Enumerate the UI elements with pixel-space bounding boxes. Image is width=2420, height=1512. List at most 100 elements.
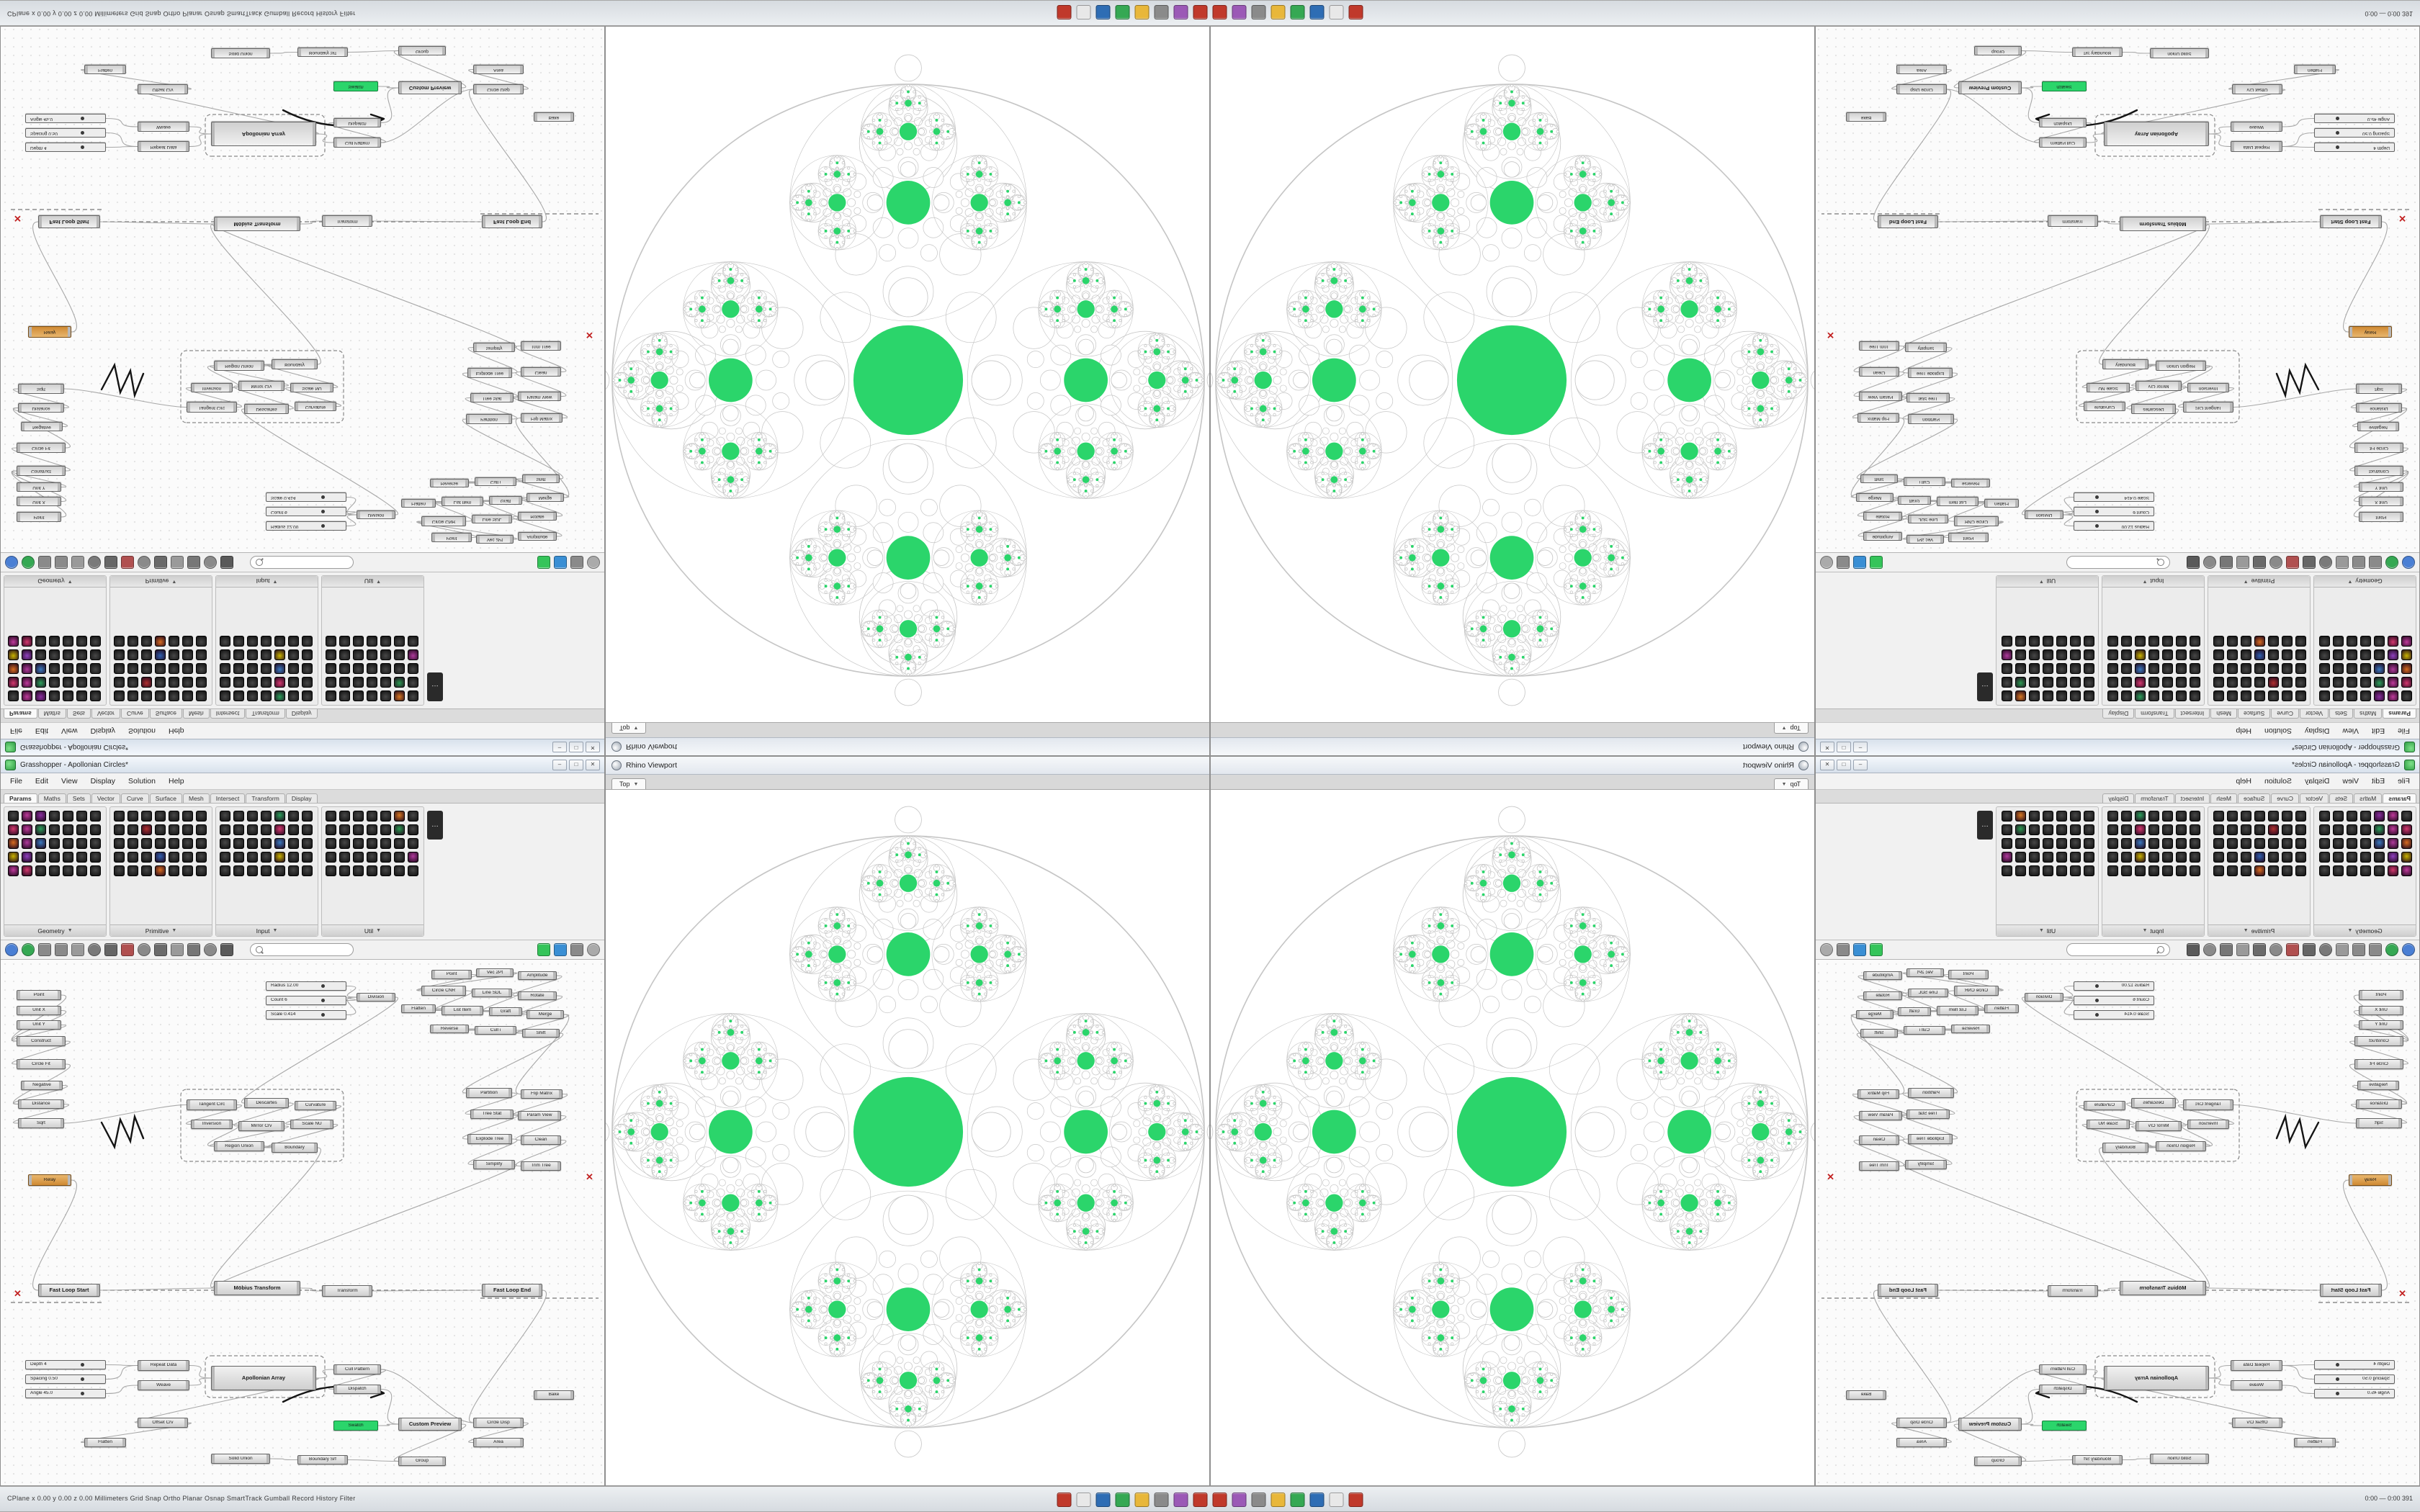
component-icon[interactable]: [2319, 690, 2330, 701]
component-icon[interactable]: [76, 636, 87, 647]
gh-node[interactable]: Rotate: [518, 991, 557, 1000]
gh-node[interactable]: Tangent Circ: [2183, 402, 2233, 413]
save-file-icon[interactable]: [22, 943, 35, 956]
gh-node[interactable]: Bake: [1846, 112, 1886, 122]
gh-node[interactable]: Line SDL: [1908, 989, 1948, 997]
preview-custom-icon[interactable]: [554, 943, 567, 956]
component-icon[interactable]: [2282, 663, 2293, 674]
component-icon[interactable]: [394, 811, 405, 822]
component-icon[interactable]: [2227, 824, 2238, 835]
component-icon[interactable]: [2084, 649, 2094, 660]
gh-node[interactable]: Area: [473, 65, 524, 74]
component-icon[interactable]: [326, 852, 336, 863]
gh-canvas[interactable]: ✕ ✕ Point Vec 2Pt Amplitude Circle CNR Line SD…: [1816, 960, 2419, 1485]
search-input[interactable]: [266, 558, 348, 567]
component-icon[interactable]: [2282, 677, 2293, 688]
component-icon[interactable]: [2176, 838, 2187, 849]
tab-display[interactable]: Display: [285, 793, 318, 803]
component-icon[interactable]: [2148, 838, 2159, 849]
gh-node[interactable]: Negative: [21, 422, 63, 431]
component-icon[interactable]: [22, 690, 32, 701]
component-icon[interactable]: [2360, 636, 2371, 647]
component-icon[interactable]: [2084, 636, 2094, 647]
gh-node[interactable]: Unit Y: [2359, 1020, 2403, 1030]
sketch-tool-icon[interactable]: [104, 556, 117, 569]
component-icon[interactable]: [182, 663, 193, 674]
component-icon[interactable]: [2213, 636, 2224, 647]
component-icon[interactable]: [22, 636, 32, 647]
component-icon[interactable]: [233, 636, 244, 647]
component-icon[interactable]: [2360, 852, 2371, 863]
gh-node[interactable]: Solid Union: [211, 1454, 270, 1464]
gh-node[interactable]: Boundary Srf: [297, 1455, 348, 1464]
component-icon[interactable]: [2401, 649, 2412, 660]
component-icon[interactable]: [2319, 811, 2330, 822]
component-icon[interactable]: [2241, 677, 2251, 688]
component-icon[interactable]: [2162, 663, 2173, 674]
gh-node[interactable]: Line SDL: [472, 515, 512, 523]
component-icon[interactable]: [2213, 663, 2224, 674]
component-icon[interactable]: [169, 824, 179, 835]
gh-node[interactable]: Division: [2025, 510, 2063, 519]
gh-node[interactable]: List Item: [1937, 1006, 1978, 1015]
component-icon[interactable]: [2029, 838, 2040, 849]
group-icon[interactable]: [138, 556, 151, 569]
gh-node[interactable]: Apollonian Array: [211, 1366, 316, 1390]
taskbar-app-icon[interactable]: [1270, 1493, 1286, 1507]
gh-node[interactable]: Region Union: [214, 361, 264, 371]
component-icon[interactable]: [2227, 852, 2238, 863]
gh-node[interactable]: Shift: [522, 1029, 560, 1038]
component-icon[interactable]: [2084, 852, 2094, 863]
taskbar-app-icon[interactable]: [1173, 5, 1188, 19]
component-icon[interactable]: [2295, 690, 2306, 701]
palette-group-label[interactable]: Input ▼: [2102, 924, 2204, 936]
tab-mesh[interactable]: Mesh: [2210, 709, 2238, 719]
component-icon[interactable]: [339, 824, 350, 835]
tab-vector[interactable]: Vector: [91, 793, 120, 803]
gh-node[interactable]: Boundary: [2102, 359, 2148, 369]
component-icon[interactable]: [326, 649, 336, 660]
component-icon[interactable]: [2015, 649, 2026, 660]
component-icon[interactable]: [2162, 690, 2173, 701]
palette-group-label[interactable]: Geometry ▼: [2314, 924, 2416, 936]
gh-node[interactable]: Region Union: [2156, 361, 2206, 371]
tab-intersect[interactable]: Intersect: [2174, 709, 2210, 719]
taskbar-app-icon[interactable]: [1232, 5, 1247, 19]
component-icon[interactable]: [63, 677, 73, 688]
gh-node[interactable]: Radius 12.00: [266, 521, 346, 531]
component-icon[interactable]: [2241, 852, 2251, 863]
component-icon[interactable]: [2015, 838, 2026, 849]
gh-node[interactable]: Flatten: [84, 1438, 126, 1447]
component-icon[interactable]: [2401, 690, 2412, 701]
palette-group-label[interactable]: Util ▼: [1996, 924, 2098, 936]
preview-shaded-icon[interactable]: [2187, 943, 2200, 956]
gh-node[interactable]: Offset Crv: [2232, 84, 2282, 94]
component-icon[interactable]: [233, 649, 244, 660]
gh-node[interactable]: Param View: [1859, 392, 1902, 401]
gh-node[interactable]: Dispatch: [2039, 118, 2087, 127]
menu-edit[interactable]: Edit: [35, 777, 49, 786]
component-icon[interactable]: [302, 852, 313, 863]
gh-node[interactable]: Shift: [522, 474, 560, 483]
component-icon[interactable]: [2148, 865, 2159, 876]
component-icon[interactable]: [2135, 838, 2146, 849]
component-icon[interactable]: [2241, 838, 2251, 849]
component-icon[interactable]: [261, 677, 272, 688]
minimize-button[interactable]: –: [552, 759, 567, 770]
component-icon[interactable]: [2043, 838, 2053, 849]
component-icon[interactable]: [35, 852, 46, 863]
component-icon[interactable]: [2227, 838, 2238, 849]
component-icon[interactable]: [2401, 811, 2412, 822]
component-icon[interactable]: [2135, 824, 2146, 835]
search-input[interactable]: [2072, 945, 2154, 954]
gh-node[interactable]: Graft: [489, 496, 522, 505]
gh-node[interactable]: Radius 12.00: [2074, 521, 2154, 531]
remote-panel-icon[interactable]: [570, 943, 583, 956]
component-icon[interactable]: [2347, 649, 2357, 660]
component-icon[interactable]: [2029, 636, 2040, 647]
menu-edit[interactable]: Edit: [2371, 777, 2385, 786]
component-icon[interactable]: [114, 811, 125, 822]
gh-node[interactable]: Tree Stat: [1906, 393, 1950, 402]
component-icon[interactable]: [2282, 811, 2293, 822]
component-icon[interactable]: [353, 838, 364, 849]
